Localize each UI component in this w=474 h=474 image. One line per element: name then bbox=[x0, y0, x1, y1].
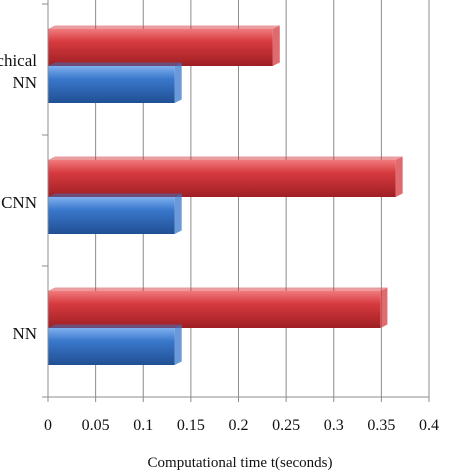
bar-top bbox=[48, 25, 280, 29]
bar bbox=[48, 29, 273, 66]
bar-side bbox=[174, 62, 182, 103]
x-tick-label: 0.35 bbox=[367, 417, 395, 434]
bar bbox=[48, 66, 175, 103]
bars bbox=[48, 25, 403, 365]
y-category-label: chical NN bbox=[0, 51, 37, 92]
bar-top bbox=[48, 324, 182, 328]
bar-top bbox=[48, 62, 182, 66]
bar-side bbox=[395, 156, 403, 197]
bar-side bbox=[272, 25, 280, 66]
x-tick-label: 0.4 bbox=[419, 417, 439, 434]
bar bbox=[48, 291, 381, 328]
bar-top bbox=[48, 156, 403, 160]
x-tick-label: 0.3 bbox=[324, 417, 344, 434]
bar bbox=[48, 328, 175, 365]
bar-top bbox=[48, 287, 388, 291]
x-axis-title: Computational time t(seconds) bbox=[148, 455, 333, 471]
axes: 0 0.05 0.1 0.15 0.2 0.25 0.3 0.35 0.4 chical NN CNN… bbox=[0, 0, 439, 434]
y-category-label: CNN bbox=[1, 193, 37, 212]
bar bbox=[48, 160, 396, 197]
y-category-label: NN bbox=[12, 324, 37, 343]
bar-side bbox=[174, 193, 182, 234]
x-tick-label: 0.15 bbox=[177, 417, 205, 434]
x-tick-label: 0.2 bbox=[229, 417, 249, 434]
bar-side bbox=[174, 324, 182, 365]
bar-top bbox=[48, 193, 182, 197]
x-tick-label: 0.05 bbox=[82, 417, 110, 434]
x-tick-label: 0 bbox=[44, 417, 52, 434]
bar-side bbox=[380, 287, 388, 328]
x-tick-label: 0.1 bbox=[133, 417, 153, 434]
x-tick-label: 0.25 bbox=[272, 417, 300, 434]
bar bbox=[48, 197, 175, 234]
